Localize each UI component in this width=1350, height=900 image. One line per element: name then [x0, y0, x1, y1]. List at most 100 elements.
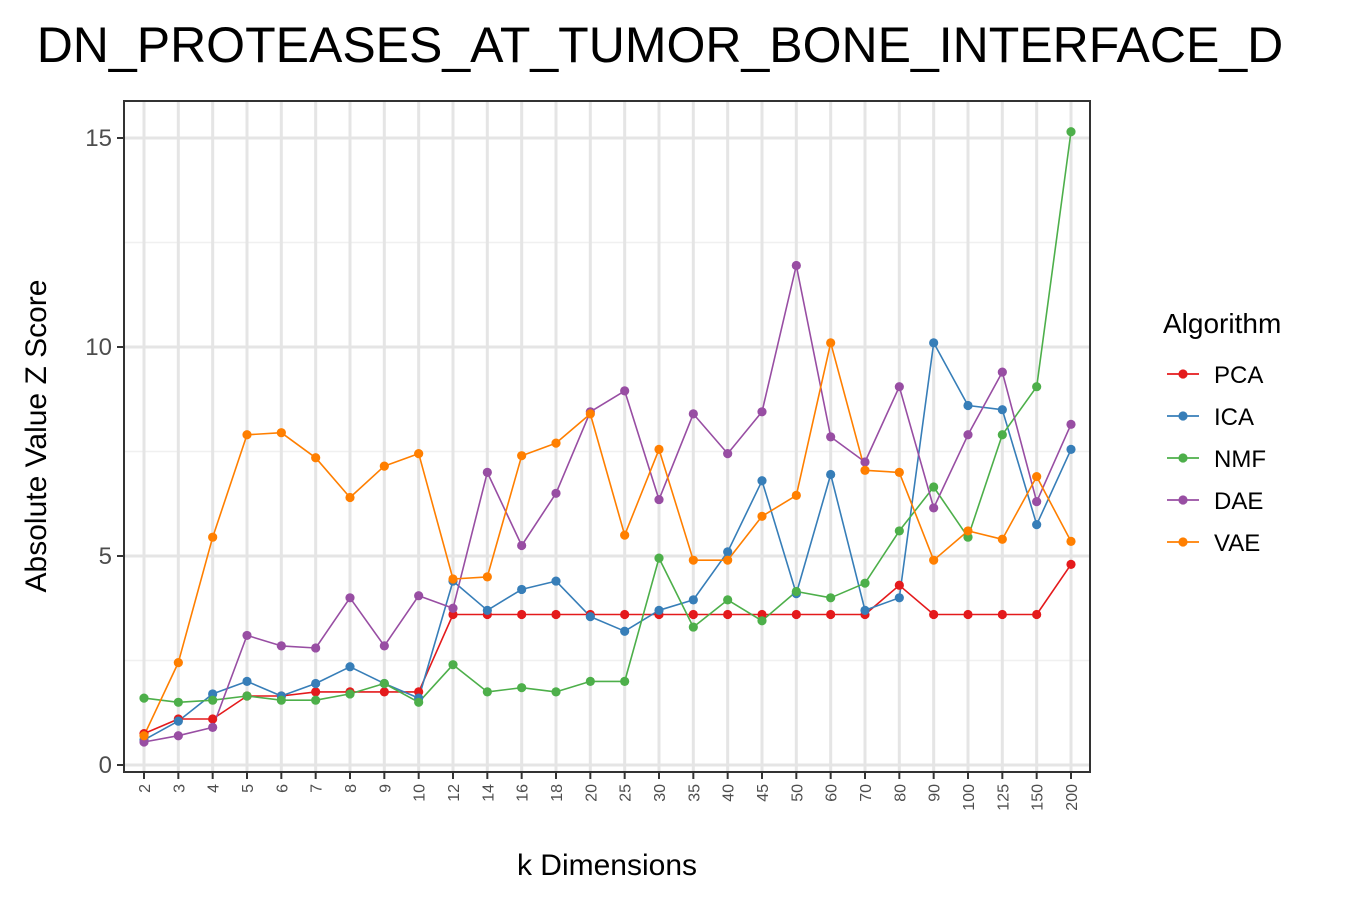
legend-label-vae: VAE — [1214, 530, 1260, 557]
data-point-dae — [276, 641, 286, 651]
data-point-nmf — [173, 697, 183, 707]
data-point-dae — [929, 503, 939, 513]
data-point-vae — [654, 444, 664, 455]
legend-marker-nmf — [1178, 453, 1188, 463]
data-point-nmf — [139, 693, 149, 703]
x-tick-label: 20 — [583, 784, 600, 802]
data-point-pca — [688, 609, 698, 620]
data-point-pca — [791, 609, 801, 620]
data-point-nmf — [414, 697, 424, 707]
y-axis: 0 5 10 15 — [85, 125, 124, 779]
data-point-nmf — [345, 689, 355, 699]
data-point-dae — [1066, 419, 1076, 429]
data-point-vae — [448, 574, 458, 584]
legend-label-dae: DAE — [1214, 488, 1263, 515]
data-point-ica — [551, 576, 561, 586]
data-point-nmf — [688, 622, 698, 632]
data-point-nmf — [997, 430, 1007, 440]
data-point-vae — [139, 731, 149, 741]
legend-title: Algorithm — [1163, 308, 1281, 339]
x-tick-label: 90 — [927, 784, 944, 802]
data-point-pca — [311, 687, 321, 697]
data-point-ica — [757, 476, 767, 486]
x-tick-label: 100 — [961, 784, 978, 811]
data-point-pca — [620, 609, 630, 620]
x-axis-label: k Dimensions — [517, 849, 697, 882]
data-point-vae — [688, 555, 698, 565]
data-point-nmf — [551, 687, 561, 697]
data-point-vae — [482, 572, 492, 582]
data-point-dae — [242, 630, 252, 641]
x-tick-label: 45 — [755, 784, 772, 802]
data-point-vae — [276, 428, 286, 438]
x-axis: 2 3 4 5 6 7 8 9 10 12 14 16 18 20 25 30 35 40 45 50 60 70 80 90… — [137, 772, 1081, 811]
data-point-vae — [1032, 471, 1042, 482]
data-point-pca — [997, 609, 1007, 620]
data-point-nmf — [723, 595, 733, 605]
legend-label-pca: PCA — [1214, 362, 1263, 389]
legend-label-nmf: NMF — [1214, 446, 1266, 473]
data-point-nmf — [242, 691, 252, 701]
data-point-dae — [997, 367, 1007, 377]
legend-marker-dae — [1178, 495, 1188, 505]
x-tick-label: 2 — [137, 784, 154, 793]
data-point-dae — [311, 643, 321, 653]
data-point-nmf — [791, 586, 801, 597]
legend-label-ica: ICA — [1214, 404, 1254, 431]
data-point-ica — [1032, 520, 1042, 530]
data-point-nmf — [585, 676, 595, 687]
data-point-nmf — [826, 593, 836, 603]
data-point-pca — [1032, 609, 1042, 620]
data-point-ica — [1066, 444, 1076, 455]
data-point-ica — [688, 595, 698, 605]
data-point-pca — [826, 609, 836, 620]
data-point-vae — [997, 534, 1007, 544]
data-point-pca — [1066, 559, 1076, 569]
data-point-vae — [311, 453, 321, 463]
data-point-dae — [379, 641, 389, 651]
data-point-vae — [963, 526, 973, 536]
series-line-pca — [143, 563, 1072, 735]
data-point-dae — [448, 603, 458, 613]
data-point-nmf — [620, 676, 630, 687]
data-point-ica — [482, 605, 492, 615]
data-point-ica — [826, 469, 836, 480]
x-tick-label: 18 — [549, 784, 566, 802]
data-point-ica — [929, 338, 939, 348]
data-point-vae — [585, 409, 595, 419]
data-point-dae — [963, 430, 973, 440]
data-point-vae — [345, 492, 355, 503]
data-point-dae — [1032, 497, 1042, 507]
data-point-nmf — [311, 695, 321, 705]
x-tick-label: 35 — [686, 784, 703, 802]
x-tick-label: 70 — [858, 784, 875, 802]
data-point-ica — [654, 605, 664, 615]
x-tick-label: 40 — [721, 784, 738, 802]
data-point-dae — [551, 488, 561, 498]
data-point-dae — [654, 494, 664, 505]
series-line-ica — [143, 341, 1072, 741]
data-point-vae — [379, 461, 389, 471]
data-point-ica — [620, 626, 630, 636]
series-lines — [143, 131, 1072, 743]
data-point-nmf — [379, 678, 389, 689]
data-point-nmf — [757, 616, 767, 626]
data-point-dae — [208, 722, 218, 732]
data-point-ica — [997, 405, 1007, 415]
x-tick-label: 50 — [789, 784, 806, 802]
data-point-ica — [345, 662, 355, 672]
data-point-vae — [242, 430, 252, 440]
grid — [124, 101, 1090, 772]
series-line-vae — [143, 341, 1072, 737]
data-point-vae — [208, 532, 218, 542]
data-point-dae — [173, 731, 183, 741]
legend: Algorithm PCA ICA NMF DAE VAE — [1163, 308, 1281, 557]
data-point-pca — [929, 609, 939, 620]
data-point-pca — [963, 609, 973, 620]
data-point-nmf — [894, 526, 904, 536]
x-tick-label: 9 — [377, 784, 394, 793]
data-point-dae — [860, 457, 870, 467]
y-axis-label: Absolute Value Z Score — [20, 280, 53, 593]
data-point-vae — [723, 555, 733, 565]
